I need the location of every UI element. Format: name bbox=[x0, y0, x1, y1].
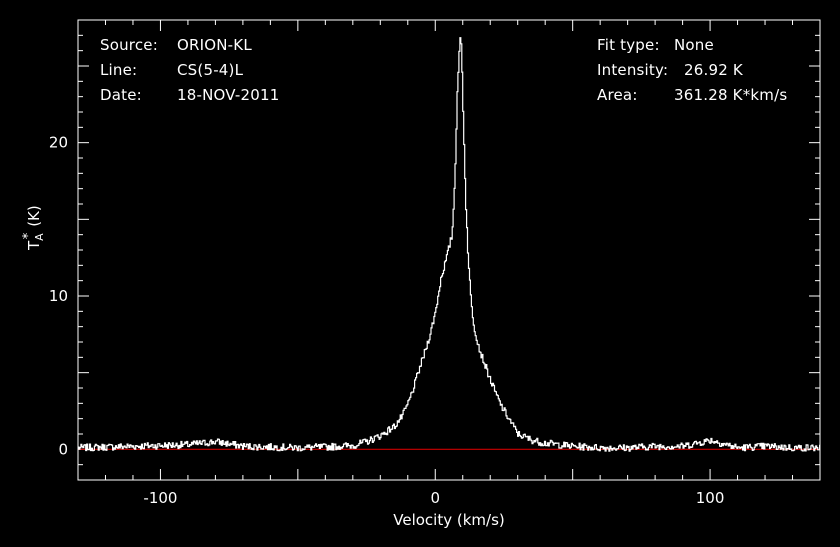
date-value: 18-NOV-2011 bbox=[177, 86, 280, 104]
x-axis-label: Velocity (km/s) bbox=[393, 511, 504, 529]
spectrum-trace bbox=[78, 37, 821, 452]
intensity-value: 26.92 K bbox=[684, 61, 743, 79]
area-value: 361.28 K*km/s bbox=[674, 86, 788, 104]
y-tick-labels: 0 10 20 bbox=[49, 134, 68, 459]
x-tick-label: 0 bbox=[430, 489, 440, 507]
x-tick-label: -100 bbox=[143, 489, 177, 507]
intensity-label: Intensity: bbox=[597, 61, 669, 79]
plot-frame bbox=[77, 19, 821, 481]
x-tick-label: 100 bbox=[696, 489, 725, 507]
y-axis-label: TA*(K) bbox=[21, 205, 46, 251]
x-tick-labels: -100 0 100 bbox=[143, 489, 724, 507]
line-value: CS(5-4)L bbox=[177, 61, 244, 79]
y-tick-label: 0 bbox=[58, 440, 68, 458]
y-tick-label: 10 bbox=[49, 287, 68, 305]
fit-type-label: Fit type: bbox=[597, 36, 660, 54]
source-label: Source: bbox=[100, 36, 158, 54]
fit-type-value: None bbox=[674, 36, 714, 54]
area-label: Area: bbox=[597, 86, 638, 104]
y-tick-label: 20 bbox=[49, 134, 68, 152]
source-value: ORION-KL bbox=[177, 36, 252, 54]
line-label: Line: bbox=[100, 61, 138, 79]
date-label: Date: bbox=[100, 86, 142, 104]
